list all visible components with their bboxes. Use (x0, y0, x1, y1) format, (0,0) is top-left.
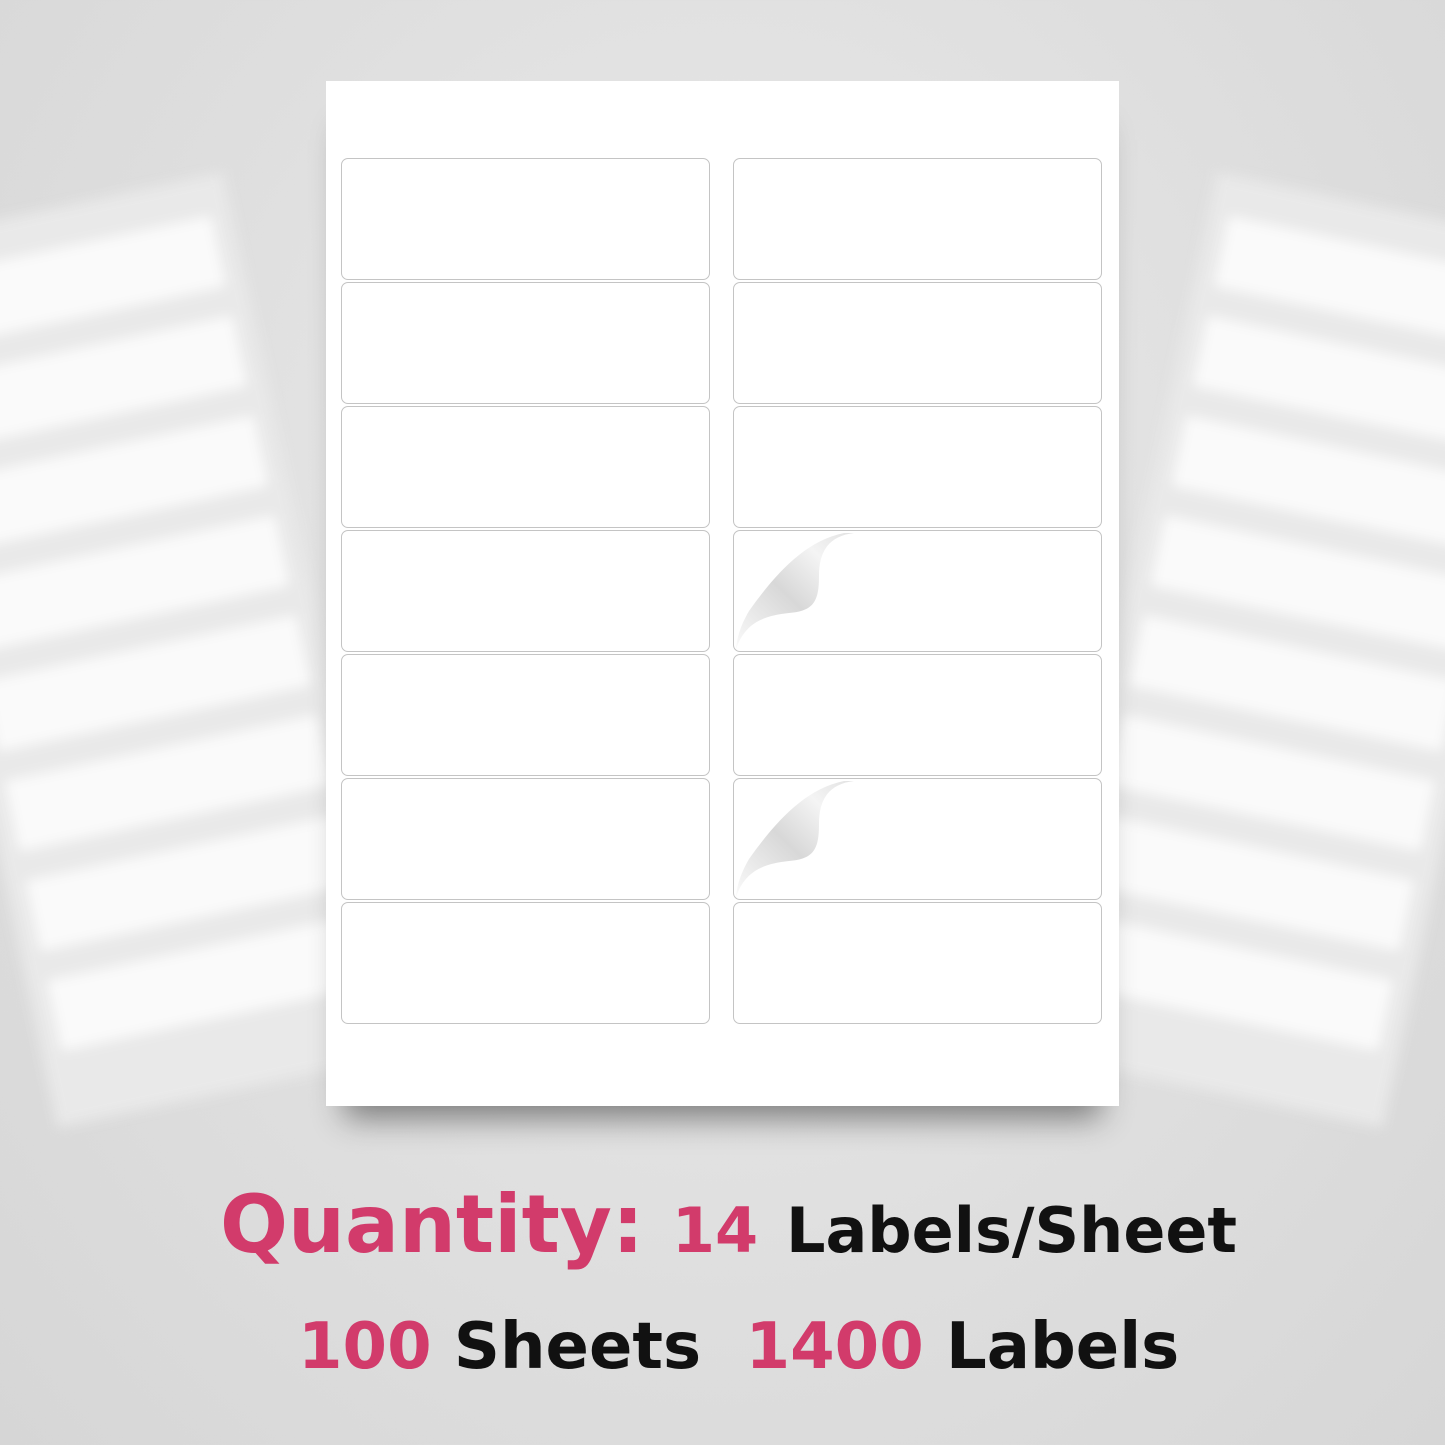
label-left-row-4 (341, 530, 710, 652)
label-left-row-6 (341, 778, 710, 900)
label-right-row-1 (733, 158, 1102, 280)
label-left-row-7 (341, 902, 710, 1024)
sheets-text: Sheets (453, 1310, 702, 1384)
label-left-row-1 (341, 158, 710, 280)
label-left-row-3 (341, 406, 710, 528)
sheets-number: 100 (298, 1310, 432, 1384)
label-right-row-3 (733, 406, 1102, 528)
label-sheet (326, 81, 1119, 1106)
totals-line: 100 Sheets 1400 Labels (298, 1310, 1179, 1384)
labels-per-sheet-number: 14 (671, 1194, 759, 1267)
label-right-row-5 (733, 654, 1102, 776)
peeled-corner-icon (736, 781, 854, 897)
peeled-corner-icon (736, 533, 854, 649)
label-left-row-5 (341, 654, 710, 776)
total-labels-number: 1400 (745, 1310, 924, 1384)
quantity-line: Quantity: 14 Labels/Sheet (220, 1178, 1237, 1271)
label-right-row-2 (733, 282, 1102, 404)
label-right-row-4 (733, 530, 1102, 652)
total-labels-text: Labels (946, 1310, 1180, 1384)
label-left-row-2 (341, 282, 710, 404)
label-right-row-6 (733, 778, 1102, 900)
labels-per-sheet-text: Labels/Sheet (785, 1194, 1238, 1267)
quantity-label: Quantity: (220, 1178, 644, 1271)
label-right-row-7 (733, 902, 1102, 1024)
